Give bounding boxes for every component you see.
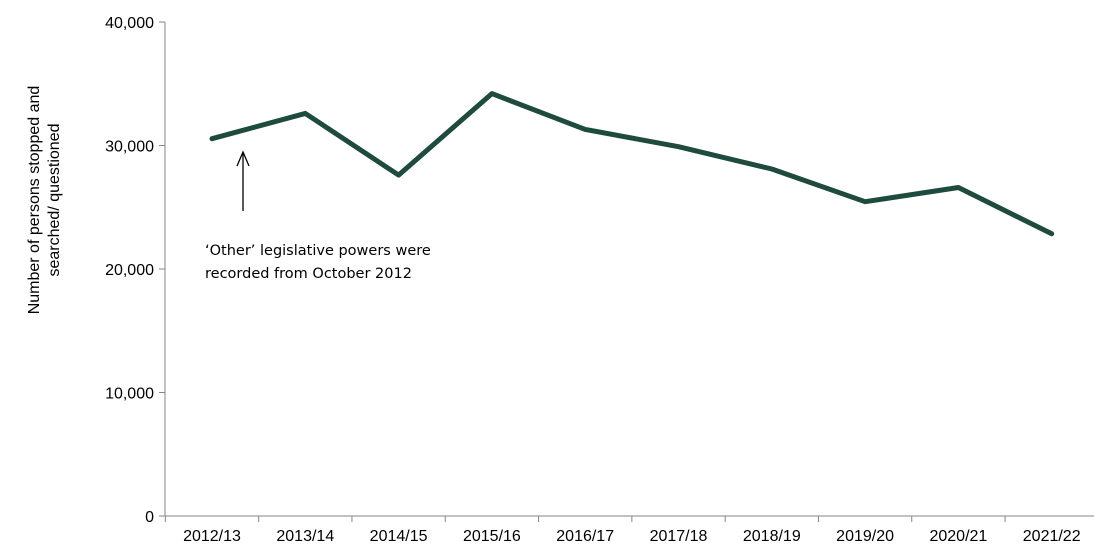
x-tick-label: 2015/16 <box>463 528 521 545</box>
x-tick-label: 2014/15 <box>370 528 428 545</box>
y-tick-label: 20,000 <box>105 262 154 279</box>
x-axis: 2012/13 2013/14 2014/15 2015/16 2016/17 2017/… <box>164 515 1094 545</box>
y-axis-title-line-1: Number of persons stopped and <box>26 86 43 315</box>
y-axis: 0 10,000 20,000 30,000 40,000 <box>105 15 166 526</box>
y-tick-label: 0 <box>145 509 154 526</box>
x-tick-label: 2021/22 <box>1023 528 1081 545</box>
x-tick-label: 2017/18 <box>650 528 708 545</box>
x-tick-label: 2012/13 <box>183 528 241 545</box>
data-series <box>209 91 1055 237</box>
x-tick-label: 2016/17 <box>556 528 614 545</box>
arrow-head <box>236 150 250 167</box>
y-tick-label: 30,000 <box>105 139 154 156</box>
y-tick-label: 10,000 <box>105 386 154 403</box>
x-tick-label: 2019/20 <box>836 528 894 545</box>
annotation-line-1: ‘Other’ legislative powers were <box>205 243 431 259</box>
y-tick-label: 40,000 <box>105 15 154 32</box>
y-axis-title-line-2: searched/ questioned <box>46 124 63 277</box>
series-line <box>209 91 1055 237</box>
x-tick-label: 2018/19 <box>743 528 801 545</box>
annotation-arrow <box>236 150 250 211</box>
x-tick-label: 2013/14 <box>276 528 334 545</box>
x-tick-label: 2020/21 <box>929 528 987 545</box>
annotation-text: ‘Other’ legislative powers were recorded… <box>205 240 505 286</box>
annotation-line-2: recorded from October 2012 <box>205 266 412 282</box>
